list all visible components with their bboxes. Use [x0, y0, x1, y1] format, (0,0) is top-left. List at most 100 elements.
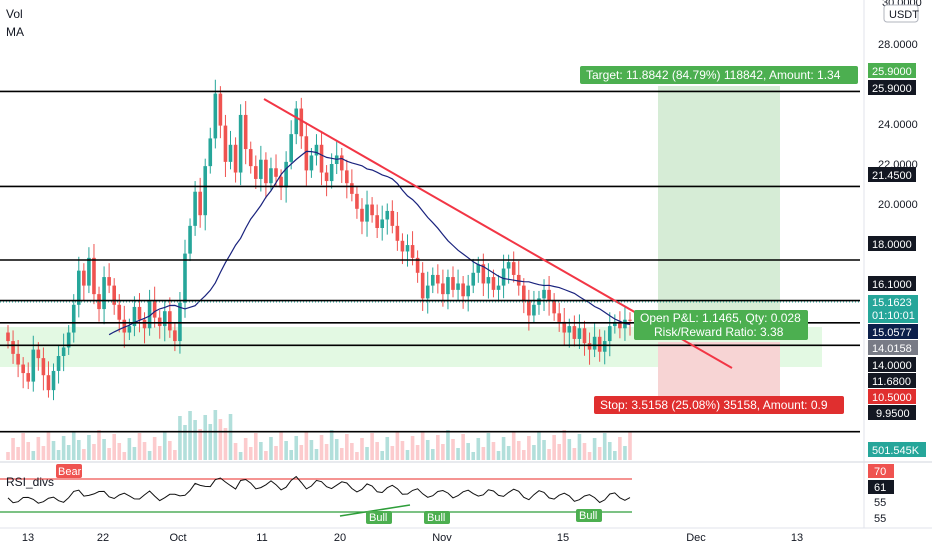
- volume-bar: [71, 431, 76, 460]
- bear-tag: [56, 464, 82, 478]
- volume-bar: [284, 441, 288, 460]
- target-label-box[interactable]: [580, 66, 858, 84]
- volume-bar: [299, 445, 304, 460]
- candle-body: [71, 304, 76, 333]
- candle-body: [147, 300, 152, 329]
- bull-tag-2: [424, 511, 450, 524]
- volume-bar: [208, 424, 213, 460]
- bull-tag-1-text: Bull: [369, 512, 387, 524]
- volume-bar: [552, 435, 556, 460]
- candle-body: [157, 317, 162, 327]
- volume-bar: [142, 442, 147, 460]
- level-badge-25.9: [868, 80, 916, 95]
- candle-body: [314, 144, 319, 156]
- volume-bar: [613, 451, 617, 460]
- candle-body: [552, 300, 556, 314]
- volume-bar: [188, 411, 192, 460]
- volume-bar: [592, 438, 597, 460]
- candle-body: [592, 336, 597, 350]
- volume-bar: [415, 445, 420, 460]
- candle-body: [527, 300, 531, 316]
- volume-bar: [496, 451, 501, 460]
- volume-bar: [309, 440, 314, 460]
- candle-body: [178, 302, 182, 342]
- volume-bar: [147, 451, 152, 460]
- candle-body: [274, 168, 278, 177]
- candle-body: [183, 253, 187, 303]
- candle-body: [370, 204, 374, 216]
- candle-body: [122, 319, 127, 333]
- candle-body: [511, 262, 516, 275]
- volume-bar: [486, 433, 491, 460]
- candle-body: [607, 326, 612, 342]
- level-text-25.9: 25.9000: [872, 83, 912, 95]
- volume-bar: [233, 443, 238, 460]
- pnl-label-box[interactable]: [634, 310, 808, 340]
- candle-body: [198, 191, 202, 216]
- candle-body: [562, 321, 567, 333]
- low-badge: [868, 373, 916, 388]
- candle-body: [107, 277, 111, 286]
- volume-bar: [238, 452, 243, 460]
- volume-bar: [41, 446, 46, 460]
- candle-body: [542, 289, 546, 299]
- volume-bar: [430, 449, 435, 460]
- volume-bar: [253, 433, 258, 460]
- time-axis[interactable]: 13 22 Oct 11 20 Nov 15 Dec 13: [22, 532, 803, 544]
- volume-bar: [243, 438, 248, 460]
- candle-body: [572, 326, 577, 339]
- volume-bar: [562, 430, 567, 460]
- x-tick-label: 11: [256, 532, 267, 544]
- volume-bar: [567, 439, 572, 460]
- candle-body: [602, 341, 607, 352]
- candle-body: [461, 283, 465, 297]
- candle-body: [390, 210, 395, 226]
- volume-bar: [248, 447, 253, 460]
- candle-body: [309, 155, 314, 171]
- volume-bar: [168, 441, 172, 460]
- volume-bar: [31, 451, 36, 460]
- candle-body: [152, 300, 157, 318]
- candle-body: [162, 311, 167, 327]
- candle-body: [587, 343, 592, 350]
- volume-bar: [572, 448, 577, 460]
- volume-bar: [97, 430, 101, 460]
- level-badge-18: [868, 236, 916, 251]
- volume-bar: [137, 433, 142, 460]
- x-tick-label: 15: [557, 532, 569, 544]
- volume-bar: [506, 446, 511, 460]
- candle-body: [259, 159, 263, 179]
- candle-body: [557, 313, 562, 322]
- candle-body: [380, 219, 385, 228]
- volume-bar: [319, 435, 324, 460]
- rsi-55-text: 55: [874, 497, 886, 509]
- volume-bar: [21, 433, 25, 460]
- x-tick-label: 13: [791, 532, 803, 544]
- candle-body: [345, 170, 349, 184]
- candle-body: [355, 193, 359, 209]
- volume-bar: [112, 434, 116, 460]
- volume-bar: [46, 432, 51, 460]
- candle-body: [127, 326, 132, 333]
- candle-body: [481, 264, 486, 284]
- volume-bar: [587, 452, 592, 460]
- volume-bar: [51, 441, 56, 460]
- candle-body: [436, 274, 440, 284]
- candle-body: [501, 268, 506, 286]
- candle-body: [476, 264, 481, 273]
- volume-bar: [162, 432, 167, 460]
- volume-bar: [350, 443, 354, 460]
- candle-body: [6, 332, 10, 342]
- volume-bar: [122, 452, 127, 460]
- stop-label-box[interactable]: [594, 396, 844, 414]
- volume-bar: [466, 443, 470, 460]
- candle-body: [395, 225, 400, 241]
- volume-bar: [314, 449, 319, 460]
- candle-body: [279, 176, 283, 188]
- candle-body: [385, 210, 390, 220]
- currency-badge[interactable]: [883, 4, 919, 23]
- volume-bar: [395, 432, 400, 460]
- volume-bar: [157, 446, 162, 460]
- candle-body: [26, 373, 31, 382]
